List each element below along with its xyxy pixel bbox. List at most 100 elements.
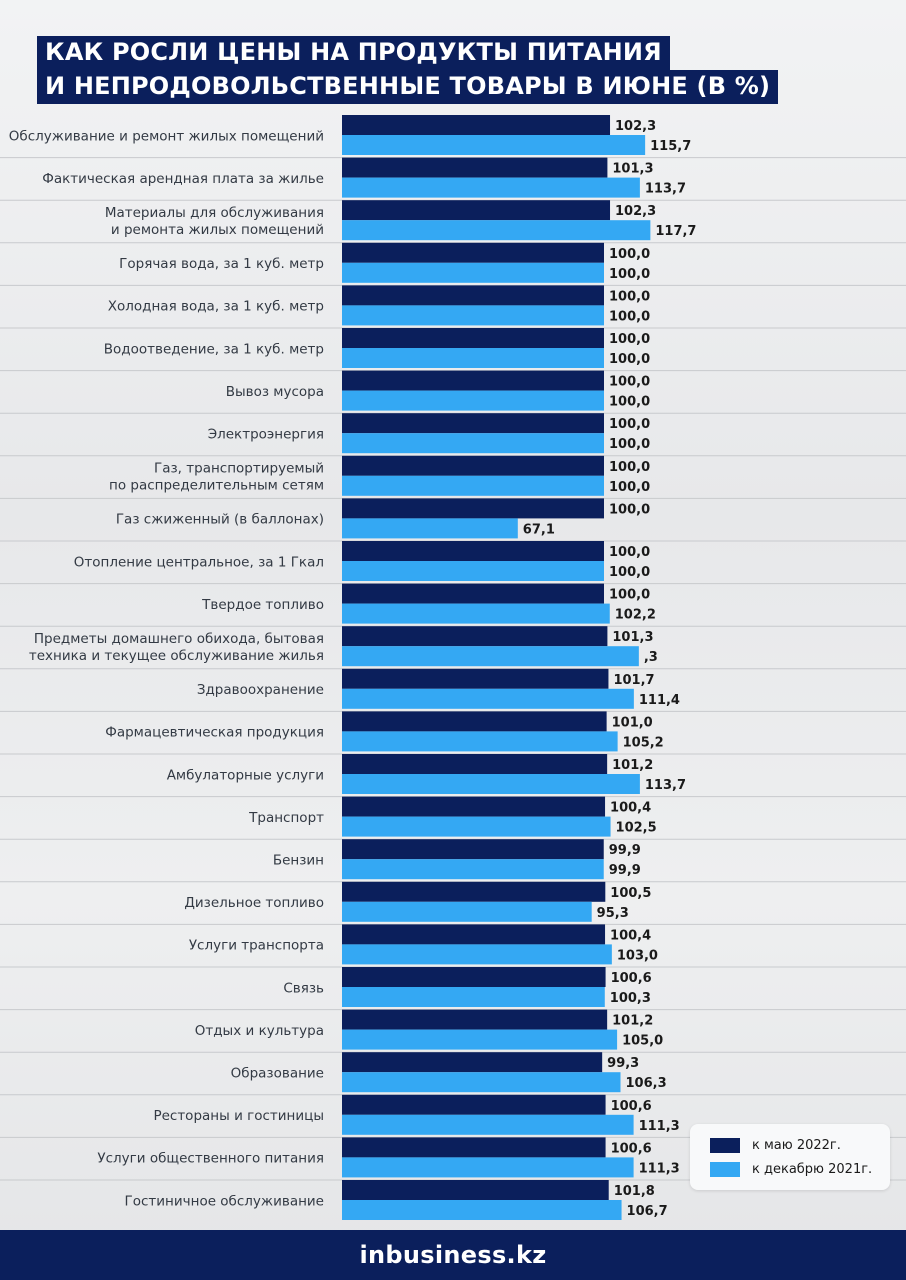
bar-may [342, 796, 606, 817]
chart-title: КАК РОСЛИ ЦЕНЫ НА ПРОДУКТЫ ПИТАНИЯ И НЕП… [37, 36, 779, 104]
bar-may [342, 711, 607, 732]
bar-may [342, 200, 611, 221]
bar-may [342, 115, 611, 135]
bar-dec [342, 944, 612, 965]
value-label-may: 100,6 [611, 971, 652, 986]
value-label-dec: 111,3 [639, 1119, 680, 1134]
bar-may [342, 839, 604, 860]
value-label-may: 101,8 [614, 1184, 655, 1199]
value-label-may: 100,0 [609, 375, 650, 390]
legend: к маю 2022г. к декабрю 2021г. [690, 1124, 890, 1190]
category-label: Бензин [273, 853, 324, 869]
value-label-may: 101,2 [612, 1014, 653, 1029]
value-label-may: 100,6 [611, 1099, 652, 1114]
value-label-may: 100,0 [609, 247, 650, 262]
category-label: Фармацевтическая продукция [105, 725, 324, 741]
site-logo[interactable]: inbusiness.kz [359, 1241, 547, 1269]
legend-swatch-may [710, 1138, 740, 1153]
value-label-dec: 113,7 [645, 182, 686, 197]
category-label: Электроэнергия [208, 427, 324, 443]
value-label-dec: 95,3 [597, 906, 629, 921]
bar-dec [342, 987, 605, 1007]
bar-may [342, 1180, 609, 1200]
category-label: Предметы домашнего обихода, бытовая техни… [29, 631, 324, 664]
category-label: Образование [231, 1066, 324, 1082]
bar-may [342, 1009, 608, 1030]
category-label: Транспорт [248, 810, 324, 826]
legend-label-dec: к декабрю 2021г. [752, 1162, 873, 1177]
bar-may [342, 1094, 606, 1115]
value-label-may: 100,0 [609, 588, 650, 603]
value-label-dec: 100,0 [609, 395, 650, 410]
value-label-dec: 99,9 [609, 863, 641, 878]
legend-swatch-dec [710, 1162, 740, 1177]
bar-dec [342, 1200, 622, 1220]
value-label-may: 100,5 [610, 886, 651, 901]
value-label-dec: 113,7 [645, 778, 686, 793]
value-label-may: 101,3 [612, 162, 653, 177]
bar-may [342, 668, 609, 689]
category-label: Вывоз мусора [226, 384, 324, 400]
bar-dec [342, 305, 604, 326]
value-label-may: 101,3 [612, 630, 653, 645]
value-label-may: 99,3 [607, 1056, 639, 1071]
bar-dec [342, 603, 610, 624]
value-label-may: 101,2 [612, 758, 653, 773]
bar-dec [342, 262, 604, 283]
value-label-dec: 102,2 [615, 608, 656, 623]
bar-dec [342, 646, 639, 667]
value-label-may: 102,3 [615, 119, 656, 134]
bar-may [342, 1052, 603, 1073]
value-label-may: 100,0 [609, 545, 650, 560]
bar-may [342, 583, 604, 604]
category-label: Гостиничное обслуживание [124, 1193, 324, 1209]
value-label-dec: 100,0 [609, 267, 650, 282]
bar-dec [342, 561, 604, 581]
value-label-dec: 105,2 [623, 735, 664, 750]
value-label-dec: 117,7 [655, 224, 696, 239]
bar-may [342, 1137, 606, 1158]
bar-dec [342, 135, 646, 155]
legend-item-dec: к декабрю 2021г. [710, 1162, 872, 1177]
category-label: Обслуживание и ремонт жилых помещений [9, 128, 324, 144]
footer-bar: inbusiness.kz [0, 1230, 906, 1280]
category-label: Холодная вода, за 1 куб. метр [108, 299, 324, 315]
category-label: Рестораны и гостиницы [153, 1108, 324, 1124]
value-label-may: 100,4 [610, 928, 651, 943]
bar-chart: Обслуживание и ремонт жилых помещений 102… [0, 115, 906, 1220]
bar-dec [342, 220, 651, 241]
bar-dec [342, 433, 604, 454]
bar-dec [342, 688, 634, 709]
category-label: Газ, транспортируемый по распределительны… [109, 461, 324, 494]
bar-may [342, 541, 604, 561]
category-label: Услуги общественного питания [97, 1151, 324, 1167]
category-label: Услуги транспорта [189, 938, 324, 954]
value-label-may: 100,6 [611, 1141, 652, 1156]
bar-may [342, 924, 606, 945]
value-label-dec: 103,0 [617, 948, 658, 963]
category-label: Здравоохранение [197, 682, 324, 698]
value-label-may: 99,9 [609, 843, 641, 858]
bar-dec [342, 1072, 621, 1093]
legend-item-may: к маю 2022г. [710, 1138, 841, 1153]
bar-dec [342, 731, 618, 752]
bar-may [342, 370, 604, 391]
value-label-may: 100,0 [609, 289, 650, 304]
bar-may [342, 626, 608, 647]
value-label-dec: 67,1 [523, 522, 555, 537]
value-label-dec: 100,0 [609, 352, 650, 367]
category-label: Фактическая арендная плата за жилье [42, 171, 324, 187]
category-label: Отдых и культура [195, 1023, 324, 1039]
bar-may [342, 754, 608, 774]
category-label: Отопление центральное, за 1 Гкал [74, 554, 324, 570]
value-label-dec: 100,3 [610, 991, 651, 1006]
value-label-dec: 100,0 [609, 437, 650, 452]
bar-may [342, 413, 604, 434]
category-label: Горячая вода, за 1 куб. метр [119, 256, 324, 272]
bar-may [342, 455, 604, 476]
category-label: Амбулаторные услуги [167, 767, 324, 783]
bar-may [342, 328, 604, 348]
category-label: Водоотведение, за 1 куб. метр [104, 341, 324, 357]
bar-dec [342, 859, 604, 880]
bar-dec [342, 1157, 634, 1178]
